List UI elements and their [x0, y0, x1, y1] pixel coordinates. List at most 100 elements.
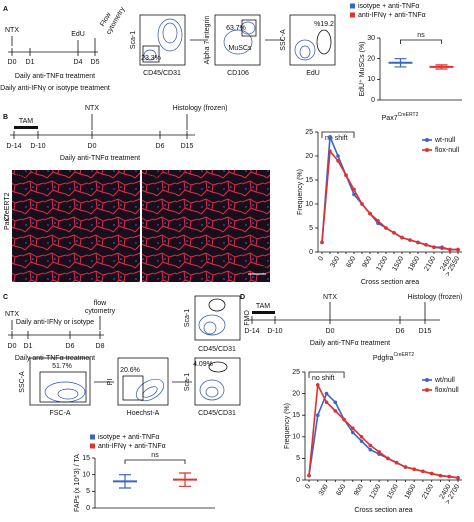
y-axis-label: EdU⁺ MuSCs (%) [359, 41, 366, 96]
significance-bracket [124, 459, 186, 464]
point [440, 246, 444, 250]
panel-text: NTX [5, 311, 19, 318]
y-tick-label: 5 [309, 225, 313, 232]
point [408, 238, 412, 242]
panel-text: D0 [8, 343, 17, 350]
panel-text: TAM [256, 303, 270, 310]
panel-text: NTX [5, 27, 19, 34]
point [377, 450, 381, 454]
panel-text: flow [94, 300, 107, 307]
point [333, 409, 338, 413]
point [336, 154, 340, 158]
point [392, 231, 396, 235]
legend-marker [425, 378, 429, 382]
error-bar [435, 64, 448, 70]
legend-label: wt-null [434, 137, 456, 144]
panel-text: Hoechst-A [127, 410, 160, 417]
panel-text: CD45/CD31 [143, 70, 181, 77]
panel-text: CD45/CD31 [198, 410, 236, 417]
x-tick-label: 600 [345, 255, 357, 269]
y-tick-label: 20 [305, 153, 313, 160]
annotation: ns [417, 32, 425, 39]
annotation: ns [151, 452, 159, 459]
y-tick-label: 0 [296, 477, 300, 484]
point [315, 383, 320, 387]
annotation-bracket [308, 371, 345, 378]
y-axis-label: Frequency (%) [284, 403, 291, 449]
point [412, 467, 416, 472]
y-tick-label: 10 [82, 472, 90, 479]
x-tick-label: 1500 [386, 483, 400, 500]
y-tick-label: 5 [296, 455, 300, 462]
panel-text: Daily anti-TNFα treatment [15, 73, 95, 80]
chart-title-main: Pdgfra [373, 355, 394, 362]
panel-text: 20.6% [120, 367, 140, 374]
legend-marker [425, 388, 429, 392]
annotation-bracket [321, 131, 355, 138]
y-axis-label: FAPs (x 10^3) / TA [74, 454, 81, 512]
panel-text: EdU [71, 31, 85, 38]
panel-text: D0 [8, 59, 17, 66]
error-bar [394, 58, 407, 68]
chart-title-sup: CreERT2 [393, 352, 414, 358]
point [315, 413, 320, 418]
y-tick-label: 30 [367, 35, 375, 42]
panel-text: NTX [323, 294, 337, 301]
panel-text: D1 [24, 343, 33, 350]
x-axis-label: Cross section area [361, 279, 419, 286]
x-tick-label: 600 [335, 483, 347, 497]
point [386, 456, 390, 461]
y-tick-label: 25 [305, 129, 313, 136]
panel-text: TAM [19, 118, 33, 125]
x-tick-label: 0 [317, 255, 325, 262]
y-tick-label: 10 [292, 434, 300, 441]
panel-text: MuSCs [229, 45, 252, 52]
x-tick-label: 1800 [407, 255, 421, 272]
point [368, 211, 372, 216]
point [324, 400, 329, 405]
panel-text: FMO [244, 310, 251, 326]
point [424, 243, 428, 247]
legend-marker [425, 148, 429, 152]
panel-text: D0 [88, 143, 97, 150]
panel-text: Daily anti-IFNγ or isotype treatment [0, 85, 110, 92]
point [328, 149, 332, 153]
x-tick-label: 2100 [423, 255, 437, 272]
legend-label: anti-IFNγ + anti-TNFα [98, 443, 166, 450]
y-tick-label: 5 [86, 488, 90, 495]
chart-title: Pax7CreERT2 [382, 112, 419, 122]
panel-label: C [3, 294, 8, 301]
point [324, 391, 329, 396]
panel-text: Daily anti-TNFα treatment [15, 355, 95, 362]
panel-text: Sca-1 [184, 373, 191, 391]
point [307, 473, 311, 478]
legend-label: flox-null [435, 147, 460, 154]
error-bar [179, 472, 191, 487]
panel-text: D6 [66, 343, 75, 350]
panel-text: D4 [74, 59, 83, 66]
point [456, 247, 460, 252]
point [351, 426, 355, 430]
point [352, 187, 356, 192]
panel-text: D-14 [6, 143, 21, 150]
panel-text: flox/null [146, 173, 170, 180]
point [376, 219, 380, 223]
panel-text: D6 [396, 328, 405, 335]
panel-text: SSC-A [19, 371, 26, 393]
point [438, 473, 443, 478]
legend-marker [425, 138, 429, 142]
panel-text: D8 [96, 343, 105, 350]
point [394, 460, 399, 465]
x-tick-label: 1200 [369, 483, 383, 500]
layout [8, 14, 440, 406]
panel-text: D0 [326, 328, 335, 335]
annotation: no shift [325, 135, 348, 142]
x-tick-label: 900 [353, 483, 365, 497]
x-tick-label: 1500 [391, 255, 405, 272]
legend-swatch [90, 434, 95, 440]
y-tick-label: 15 [292, 412, 300, 419]
panel-text: D-14 [244, 328, 259, 335]
panel-text: cytometry [85, 308, 116, 315]
point [400, 235, 404, 240]
